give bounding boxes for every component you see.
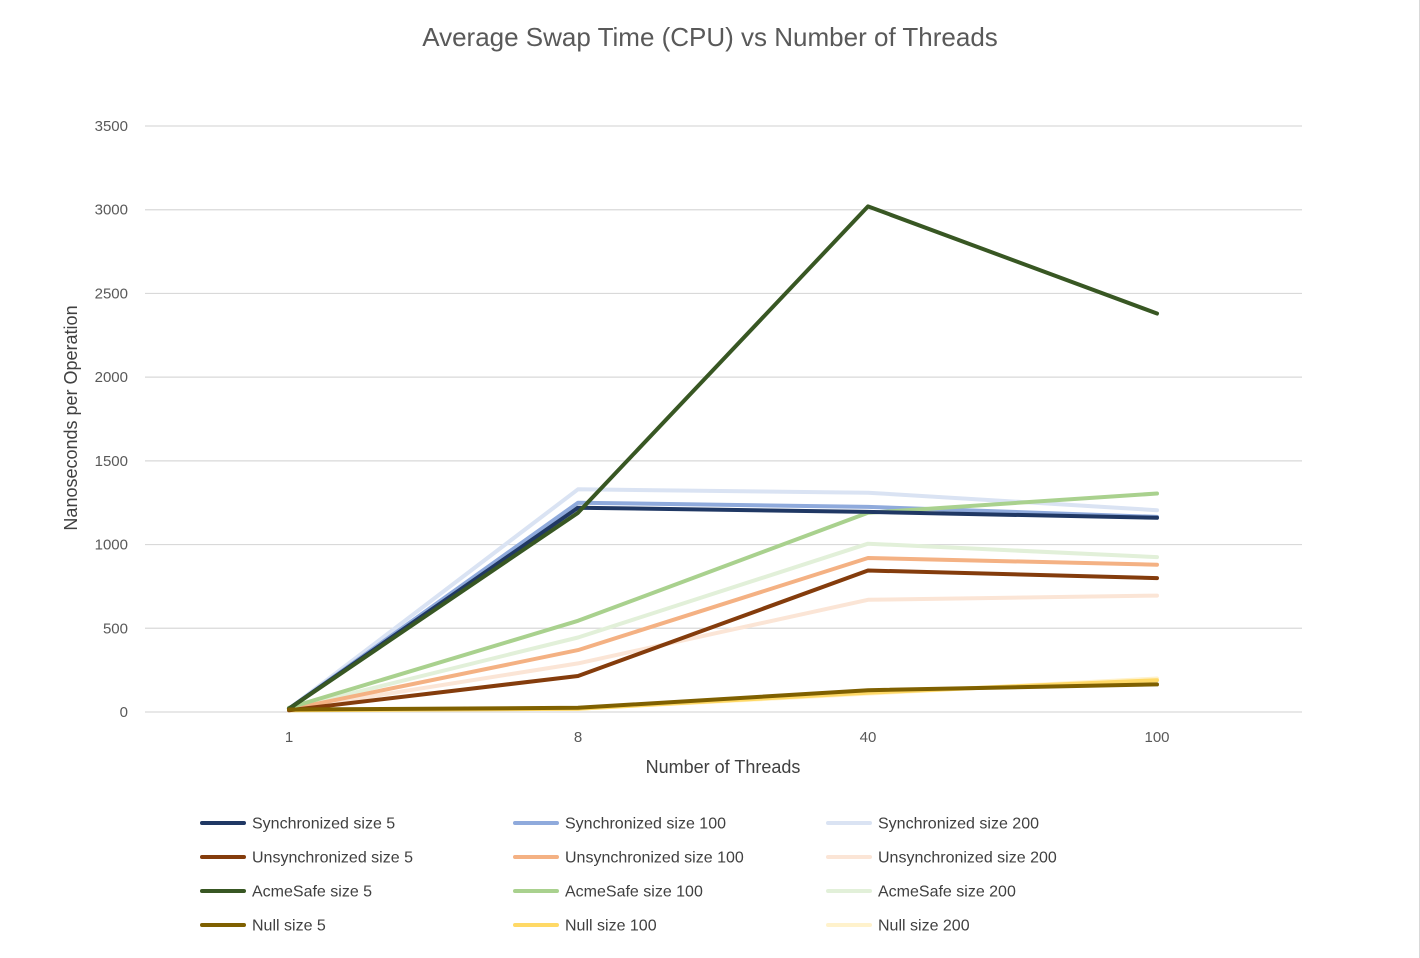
x-tick-label: 1 — [285, 729, 293, 746]
legend-item: AcmeSafe size 200 — [826, 884, 1016, 901]
x-axis-title: Number of Threads — [646, 757, 801, 777]
legend-item: Null size 200 — [826, 918, 970, 935]
series-line-3 — [287, 568, 1159, 713]
y-axis-title: Nanoseconds per Operation — [61, 305, 81, 530]
legend-item: Null size 5 — [200, 918, 326, 935]
series-line-7 — [287, 491, 1159, 710]
y-tick-label: 1000 — [95, 537, 128, 554]
series-line-5 — [287, 593, 1159, 712]
legend-label: Null size 100 — [565, 918, 657, 935]
legend-item: Null size 100 — [513, 918, 657, 935]
legend-label: Synchronized size 5 — [252, 816, 395, 833]
y-axis-ticks: 0 500 1000 1500 2000 2500 3000 3500 — [95, 118, 128, 721]
legend-item: Unsynchronized size 5 — [200, 850, 413, 867]
y-tick-label: 2500 — [95, 285, 128, 302]
legend-label: Null size 5 — [252, 918, 326, 935]
legend-label: Unsynchronized size 200 — [878, 850, 1057, 867]
legend-label: Unsynchronized size 5 — [252, 850, 413, 867]
legend-label: AcmeSafe size 200 — [878, 884, 1016, 901]
legend-label: Unsynchronized size 100 — [565, 850, 744, 867]
y-tick-label: 3500 — [95, 118, 128, 135]
y-tick-label: 0 — [120, 704, 128, 721]
legend-item: Synchronized size 5 — [200, 816, 395, 833]
series-line-6 — [287, 204, 1159, 711]
legend-label: AcmeSafe size 100 — [565, 884, 703, 901]
x-tick-label: 40 — [860, 729, 877, 746]
legend: Synchronized size 5 Synchronized size 100… — [200, 816, 1057, 935]
series-line-8 — [287, 541, 1159, 711]
legend-item: Unsynchronized size 100 — [513, 850, 744, 867]
legend-item: AcmeSafe size 100 — [513, 884, 703, 901]
series-lines — [287, 204, 1159, 713]
legend-item: Unsynchronized size 200 — [826, 850, 1057, 867]
x-tick-label: 8 — [574, 729, 582, 746]
series-line-9 — [287, 682, 1159, 712]
legend-label: AcmeSafe size 5 — [252, 884, 372, 901]
legend-item: AcmeSafe size 5 — [200, 884, 372, 901]
series-line-0 — [287, 505, 1159, 711]
y-tick-label: 3000 — [95, 202, 128, 219]
chart-title: Average Swap Time (CPU) vs Number of Thr… — [422, 22, 998, 52]
legend-label: Synchronized size 200 — [878, 816, 1039, 833]
legend-item: Synchronized size 200 — [826, 816, 1039, 833]
y-tick-label: 500 — [103, 620, 128, 637]
series-line-1 — [287, 500, 1159, 711]
legend-label: Null size 200 — [878, 918, 970, 935]
series-line-4 — [287, 556, 1159, 712]
legend-item: Synchronized size 100 — [513, 816, 726, 833]
legend-label: Synchronized size 100 — [565, 816, 726, 833]
gridlines — [145, 125, 1302, 713]
y-tick-label: 1500 — [95, 453, 128, 470]
x-axis-ticks: 1 8 40 100 — [285, 729, 1170, 746]
x-tick-label: 100 — [1144, 729, 1169, 746]
y-tick-label: 2000 — [95, 369, 128, 386]
